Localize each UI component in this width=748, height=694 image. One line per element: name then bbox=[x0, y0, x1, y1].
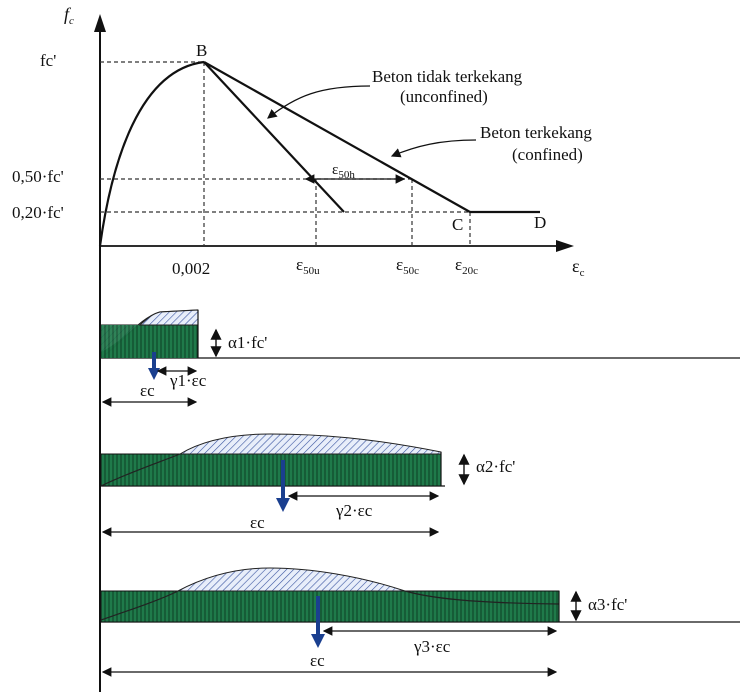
confined-label-line1: Beton terkekang bbox=[480, 123, 592, 142]
block1-hatch-top bbox=[138, 309, 199, 326]
x-axis-arrowhead bbox=[556, 240, 574, 252]
block1-eps-label: εc bbox=[140, 381, 155, 400]
y-tick-fc-050: 0,50·fc' bbox=[12, 167, 64, 186]
block2-eps-label: εc bbox=[250, 513, 265, 532]
block2-curve-tail bbox=[100, 453, 181, 487]
unconfined-label-line2: (unconfined) bbox=[400, 87, 488, 106]
block1-green-top bbox=[101, 325, 198, 358]
e50h-label: ε50h bbox=[332, 162, 355, 181]
block3-alpha-label: α3·fc' bbox=[588, 595, 627, 614]
y-axis-label: fc bbox=[64, 4, 74, 27]
y-axis-arrowhead bbox=[94, 14, 106, 32]
point-d-label: D bbox=[534, 213, 546, 232]
block2-hatch-top bbox=[178, 433, 442, 455]
block3-eps-label: εc bbox=[310, 651, 325, 670]
axes bbox=[94, 14, 574, 692]
point-c-label: C bbox=[452, 215, 463, 234]
point-b-label: B bbox=[196, 41, 207, 60]
block2-gamma-label: γ2·εc bbox=[335, 501, 373, 520]
block1-alpha-label: α1·fc' bbox=[228, 333, 267, 352]
x-axis-label: εc bbox=[572, 256, 585, 279]
x-tick-e50c: ε50c bbox=[396, 255, 419, 277]
stress-block-3: α3·fc' γ3·εc εc bbox=[100, 567, 740, 677]
x-tick-e50u: ε50u bbox=[296, 255, 320, 277]
block3-gamma-label: γ3·εc bbox=[413, 637, 451, 656]
x-tick-0002: 0,002 bbox=[172, 259, 210, 278]
block2-green-rect bbox=[100, 453, 442, 487]
stress-block-1: α1·fc' γ1·εc εc bbox=[100, 309, 740, 407]
x-tick-e20c: ε20c bbox=[455, 255, 478, 277]
y-tick-fc-peak: fc' bbox=[40, 51, 56, 70]
stress-strain-curves bbox=[98, 60, 540, 247]
unconfined-descending bbox=[203, 61, 345, 213]
block2-resultant-head bbox=[276, 498, 290, 512]
block1-gamma-label: γ1·εc bbox=[169, 371, 207, 390]
block3-curve-tail-right bbox=[404, 590, 560, 605]
confined-label-line2: (confined) bbox=[512, 145, 583, 164]
ascending-branch bbox=[98, 60, 205, 247]
unconfined-pointer bbox=[267, 85, 371, 119]
block3-hatch-top bbox=[177, 567, 406, 592]
confined-descending bbox=[203, 61, 471, 213]
unconfined-label-line1: Beton tidak terkekang bbox=[372, 67, 523, 86]
block2-alpha-label: α2·fc' bbox=[476, 457, 515, 476]
block3-green-rect bbox=[100, 590, 560, 623]
y-tick-fc-020: 0,20·fc' bbox=[12, 203, 64, 222]
block3-resultant-head bbox=[311, 634, 325, 648]
confined-pointer bbox=[390, 139, 477, 158]
stress-block-2: α2·fc' γ2·εc εc bbox=[100, 433, 515, 537]
block3-curve-tail-left bbox=[100, 590, 179, 621]
block1-resultant-head bbox=[148, 368, 160, 380]
